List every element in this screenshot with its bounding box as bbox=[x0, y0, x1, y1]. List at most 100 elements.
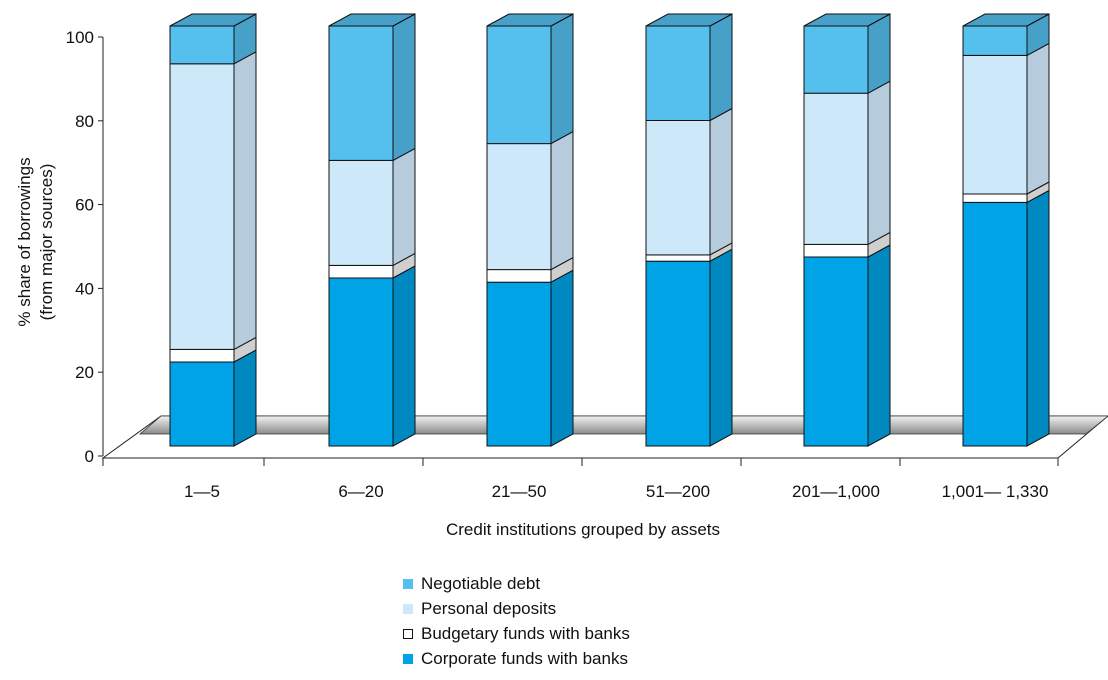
x-tick-label: 51—200 bbox=[646, 482, 710, 501]
bar-side bbox=[550, 130, 574, 271]
legend-label: Corporate funds with banks bbox=[421, 648, 628, 668]
bar-face bbox=[169, 348, 235, 363]
bar-face bbox=[328, 277, 394, 447]
legend-swatch bbox=[403, 628, 413, 639]
bar-face bbox=[645, 25, 711, 121]
y-axis-title-line: % share of borrowings bbox=[15, 157, 34, 326]
bar-stack-201-1-000 bbox=[803, 13, 891, 447]
bar-budgetary-funds-with-banks-201-1-000 bbox=[803, 231, 891, 258]
bar-side bbox=[1026, 42, 1050, 195]
bar-face bbox=[169, 25, 235, 65]
bar-side bbox=[1026, 189, 1050, 447]
x-tick-label: 201—1,000 bbox=[792, 482, 880, 501]
bar-negotiable-debt-6-20 bbox=[328, 13, 416, 162]
bar-face bbox=[486, 281, 552, 447]
legend-label: Budgetary funds with banks bbox=[421, 623, 630, 643]
x-axis-title: Credit institutions grouped by assets bbox=[446, 520, 720, 539]
bar-side bbox=[233, 349, 257, 447]
chart-bars bbox=[169, 13, 1050, 447]
legend-item-budgetary-funds-with-banks: Budgetary funds with banks bbox=[403, 621, 630, 646]
bar-personal-deposits-1-001-1-330 bbox=[962, 42, 1050, 195]
bar-side bbox=[709, 13, 733, 122]
bar-face bbox=[803, 92, 869, 245]
bar-stack-21-50 bbox=[486, 13, 574, 447]
legend-item-personal-deposits: Personal deposits bbox=[403, 596, 630, 621]
bar-negotiable-debt-1-001-1-330 bbox=[962, 13, 1050, 57]
bar-top bbox=[645, 13, 733, 27]
bar-personal-deposits-21-50 bbox=[486, 130, 574, 271]
bar-face bbox=[803, 256, 869, 447]
bar-face bbox=[486, 25, 552, 145]
bar-personal-deposits-201-1-000 bbox=[803, 80, 891, 246]
x-tick-label: 6—20 bbox=[338, 482, 383, 501]
x-tick-label: 1,001— 1,330 bbox=[942, 482, 1049, 501]
bar-side bbox=[392, 147, 416, 267]
x-tick-label: 21—50 bbox=[492, 482, 547, 501]
y-tick-label: 100 bbox=[66, 28, 94, 47]
legend-swatch bbox=[403, 653, 413, 664]
y-tick-label: 20 bbox=[75, 363, 94, 382]
legend-swatch bbox=[403, 603, 413, 614]
x-tick-label: 1—5 bbox=[184, 482, 220, 501]
bar-corporate-funds-with-banks-51-200 bbox=[645, 248, 733, 447]
bar-side bbox=[709, 248, 733, 447]
bar-personal-deposits-6-20 bbox=[328, 147, 416, 267]
legend-item-negotiable-debt: Negotiable debt bbox=[403, 571, 630, 596]
bar-side bbox=[867, 244, 891, 447]
bar-negotiable-debt-51-200 bbox=[645, 13, 733, 122]
bar-side bbox=[392, 265, 416, 447]
bar-corporate-funds-with-banks-1-5 bbox=[169, 349, 257, 447]
bar-personal-deposits-51-200 bbox=[645, 107, 733, 256]
bar-face bbox=[962, 25, 1028, 56]
bar-face bbox=[169, 361, 235, 447]
bar-budgetary-funds-with-banks-1-5 bbox=[169, 336, 257, 363]
bar-face bbox=[486, 269, 552, 283]
y-tick-label: 60 bbox=[75, 196, 94, 215]
bar-stack-6-20 bbox=[328, 13, 416, 447]
bar-personal-deposits-1-5 bbox=[169, 50, 257, 351]
bar-top bbox=[962, 13, 1050, 27]
bar-face bbox=[645, 254, 711, 262]
bar-side bbox=[709, 107, 733, 256]
bar-corporate-funds-with-banks-6-20 bbox=[328, 265, 416, 447]
bar-side bbox=[550, 13, 574, 145]
bar-stack-1-001-1-330 bbox=[962, 13, 1050, 447]
y-tick-label: 80 bbox=[75, 112, 94, 131]
legend-label: Negotiable debt bbox=[421, 573, 541, 593]
legend-label: Personal deposits bbox=[421, 598, 557, 618]
bar-side bbox=[867, 80, 891, 246]
legend-swatch bbox=[403, 578, 413, 589]
bar-corporate-funds-with-banks-21-50 bbox=[486, 269, 574, 447]
bar-face bbox=[645, 260, 711, 447]
bar-side bbox=[233, 50, 257, 351]
chart-axes: 0 20 40 60 80 100 1—5 6—20 21—50 51—200 201—1,000 1… bbox=[66, 28, 1059, 501]
bar-corporate-funds-with-banks-201-1-000 bbox=[803, 244, 891, 447]
y-tick-label: 40 bbox=[75, 279, 94, 298]
bar-face bbox=[328, 159, 394, 266]
bar-corporate-funds-with-banks-1-001-1-330 bbox=[962, 189, 1050, 447]
bar-face bbox=[962, 54, 1028, 195]
bar-negotiable-debt-1-5 bbox=[169, 13, 257, 65]
legend: Negotiable debt Personal deposits Budgetar… bbox=[403, 571, 630, 671]
bar-top bbox=[328, 13, 416, 27]
y-axis-title: % share of borrowings (from major sources… bbox=[15, 157, 56, 326]
y-axis-title-line: (from major sources) bbox=[37, 164, 56, 321]
bar-side bbox=[867, 13, 891, 95]
bar-side bbox=[392, 13, 416, 162]
bar-stack-51-200 bbox=[645, 13, 733, 447]
bar-stack-1-5 bbox=[169, 13, 257, 447]
bar-face bbox=[169, 63, 235, 350]
bar-face bbox=[328, 25, 394, 161]
bar-negotiable-debt-21-50 bbox=[486, 13, 574, 145]
y-tick-label: 0 bbox=[85, 447, 94, 466]
bar-face bbox=[962, 201, 1028, 447]
bar-face bbox=[962, 193, 1028, 203]
bar-face bbox=[803, 243, 869, 258]
bar-top bbox=[803, 13, 891, 27]
bar-top bbox=[169, 13, 257, 27]
bar-budgetary-funds-with-banks-6-20 bbox=[328, 252, 416, 279]
bar-side bbox=[550, 269, 574, 447]
bar-face bbox=[803, 25, 869, 94]
bar-top bbox=[486, 13, 574, 27]
